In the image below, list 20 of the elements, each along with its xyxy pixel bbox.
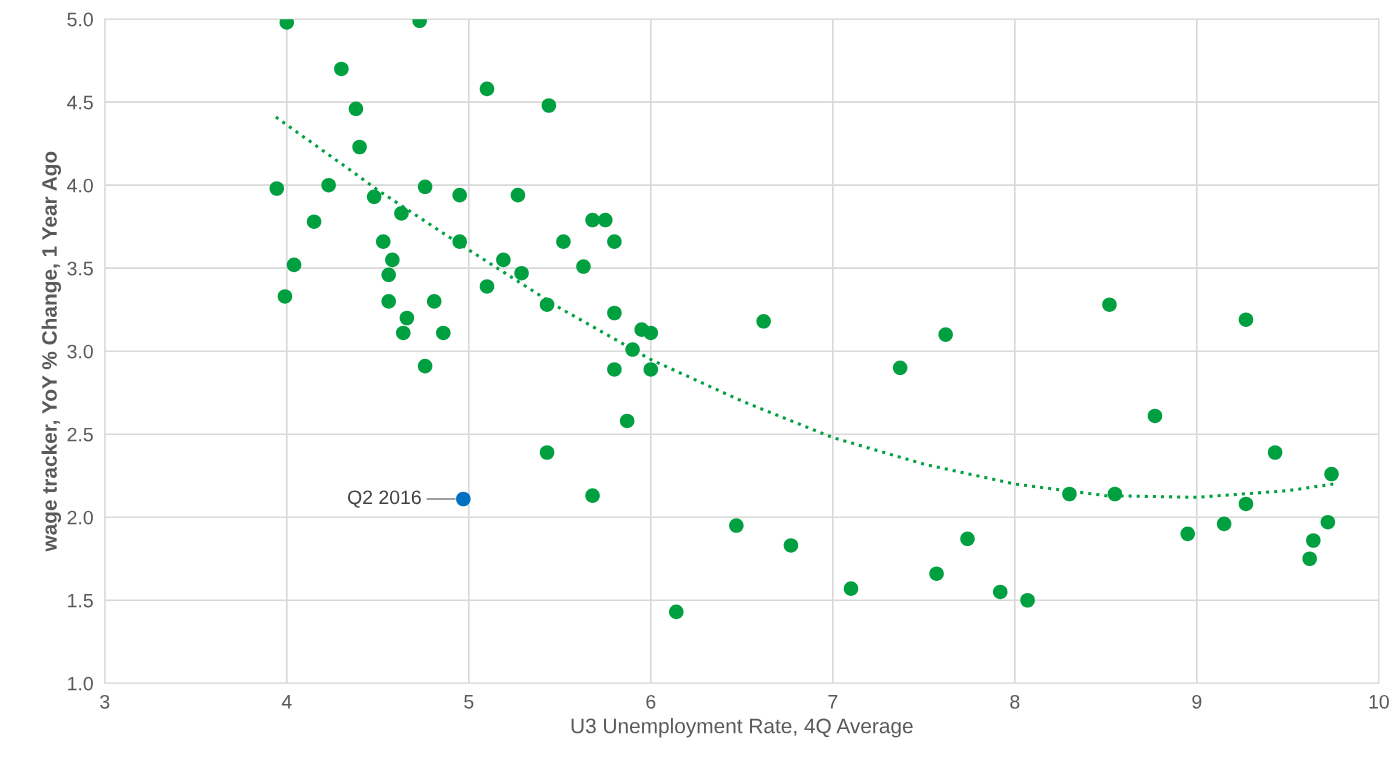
y-tick-label: 1.5 [68, 593, 93, 608]
y-tick-label: 3.0 [67, 344, 93, 359]
x-tick-label: 6 [646, 694, 656, 709]
annotation: Q2 2016 [348, 490, 421, 508]
y-tick-label: 2.5 [67, 427, 93, 442]
x-tick-label: 3 [100, 694, 110, 709]
y-axis-title: wage tracker, YoY % Change, 1 Year Ago [41, 151, 62, 552]
y-tick-label: 2.0 [67, 510, 93, 525]
x-tick-label: 10 [1369, 694, 1389, 709]
x-axis-title: U3 Unemployment Rate, 4Q Average [571, 718, 913, 738]
y-tick-label: 4.0 [67, 178, 93, 193]
x-tick-label: 8 [1010, 694, 1020, 709]
y-tick-label: 1.0 [68, 676, 93, 691]
x-tick-label: 9 [1192, 694, 1202, 709]
x-tick-label: 5 [464, 695, 474, 709]
y-tick-label: 3.5 [67, 261, 93, 276]
y-tick-label: 5.0 [67, 12, 93, 27]
y-tick-label: 4.5 [67, 95, 93, 110]
x-tick-label: 4 [281, 695, 292, 709]
x-tick-label: 7 [828, 695, 838, 709]
